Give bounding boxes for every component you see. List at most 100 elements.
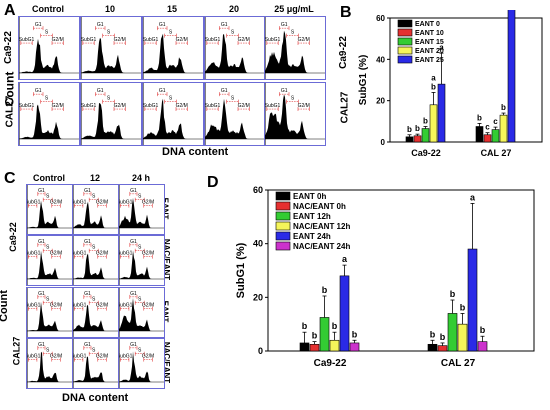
gate-label: G1: [130, 188, 137, 194]
panel-a-histogram: SubG1 G1 S G2/M: [204, 16, 266, 80]
histogram-trace: [119, 198, 164, 228]
plot-frame: [267, 189, 535, 352]
gate-label: SubG1: [205, 37, 220, 43]
significance-letter: b: [450, 289, 456, 299]
bar: [467, 248, 478, 352]
gate-label: S: [138, 297, 142, 303]
legend-label: EANT 24h: [293, 232, 331, 241]
legend-swatch: [275, 201, 291, 211]
bar: [437, 83, 446, 143]
panel-c-cell-label-cal27: CAL27: [11, 336, 22, 366]
legend-label: NAC/EANT 24h: [293, 242, 350, 251]
gate-label: SubG1: [143, 37, 158, 43]
gate-label: G2/M: [298, 103, 310, 109]
histogram-trace: [81, 103, 141, 139]
histogram-trace: [19, 38, 79, 73]
gate-label: S: [46, 348, 50, 354]
gate-label: G2/M: [142, 303, 154, 309]
gate-label: G1: [130, 239, 137, 245]
significance-letter: b: [332, 321, 338, 331]
x-category-label: Ca9-22: [314, 358, 347, 369]
bar: [319, 317, 330, 352]
significance-letter: b: [415, 124, 420, 133]
significance-letter: b: [431, 82, 436, 91]
gate-label: SubG1: [73, 200, 87, 206]
gate-label: G2/M: [96, 251, 108, 257]
gate-label: G1: [130, 291, 137, 297]
gate-label: G1: [159, 22, 166, 28]
bar: [437, 345, 448, 352]
significance-letter: a: [439, 43, 444, 52]
gate-label: SubG1: [119, 354, 133, 360]
gate-label: SubG1: [27, 303, 41, 309]
x-category-label: Ca9-22: [411, 148, 441, 158]
gate-label: G1: [38, 239, 45, 245]
gate-label: SubG1: [27, 200, 41, 206]
bar: [339, 275, 350, 352]
y-axis-label: SubG1 (%): [235, 242, 247, 298]
gate-label: G2/M: [96, 303, 108, 309]
gate-label: SubG1: [81, 37, 96, 43]
y-tick-label: 0: [381, 138, 386, 147]
gate-label: G2/M: [142, 354, 154, 360]
panel-c-column-header: Control: [33, 173, 65, 183]
gate-label: S: [46, 297, 50, 303]
histogram-trace: [265, 94, 325, 139]
y-tick-label: 0: [258, 346, 263, 356]
panel-a-histogram: SubG1 G1 S G2/M: [142, 82, 204, 146]
gate-label: G2/M: [176, 103, 188, 109]
legend-label: EANT 0h: [293, 192, 326, 201]
gate-label: G1: [38, 342, 45, 348]
gate-label: G1: [38, 188, 45, 194]
panel-a-histogram: SubG1 G1 S G2/M: [18, 16, 80, 80]
bar: [427, 343, 438, 352]
gate-label: SubG1: [265, 103, 280, 109]
gate-label: SubG1: [73, 354, 87, 360]
plot-frame: [389, 17, 543, 143]
histogram-trace: [73, 201, 118, 228]
panel-letter-c: C: [4, 170, 16, 187]
gate-label: G2/M: [52, 103, 64, 109]
gate-label: G2/M: [50, 354, 62, 360]
gate-label: G2/M: [96, 200, 108, 206]
y-axis-label: SubG1 (%): [358, 55, 369, 106]
gate-label: S: [107, 30, 111, 36]
gate-label: G1: [84, 342, 91, 348]
significance-letter: b: [430, 329, 436, 339]
legend-swatch: [397, 55, 413, 64]
bar: [429, 104, 438, 143]
gate-label: G2/M: [238, 37, 250, 43]
gate-label: S: [169, 30, 173, 36]
panel-c-x-axis-label: DNA content: [62, 392, 129, 404]
gate-label: G1: [281, 22, 288, 28]
panel-a-column-header: 25 μg/mL: [274, 4, 314, 14]
panel-a-column-header: 10: [104, 4, 115, 14]
gate-label: SubG1: [19, 37, 34, 43]
gate-label: G1: [84, 239, 91, 245]
bar: [309, 343, 320, 352]
significance-letter: a: [470, 192, 476, 202]
gate-label: G2/M: [50, 251, 62, 257]
legend-label: EANT 15: [415, 39, 444, 46]
gate-label: G2/M: [50, 200, 62, 206]
panel-a-column-header: 15: [166, 4, 177, 14]
bar: [421, 128, 430, 143]
gate-label: G2/M: [114, 37, 126, 43]
gate-label: G1: [281, 88, 288, 94]
gate-label: S: [138, 194, 142, 200]
gate-label: G2/M: [142, 200, 154, 206]
legend-label: EANT 25: [415, 57, 444, 64]
significance-letter: b: [352, 329, 358, 339]
bar: [299, 342, 310, 352]
y-tick-label: 60: [253, 185, 263, 195]
gate-label: S: [231, 96, 235, 102]
significance-letter: c: [485, 123, 490, 132]
significance-letter: b: [501, 103, 506, 112]
